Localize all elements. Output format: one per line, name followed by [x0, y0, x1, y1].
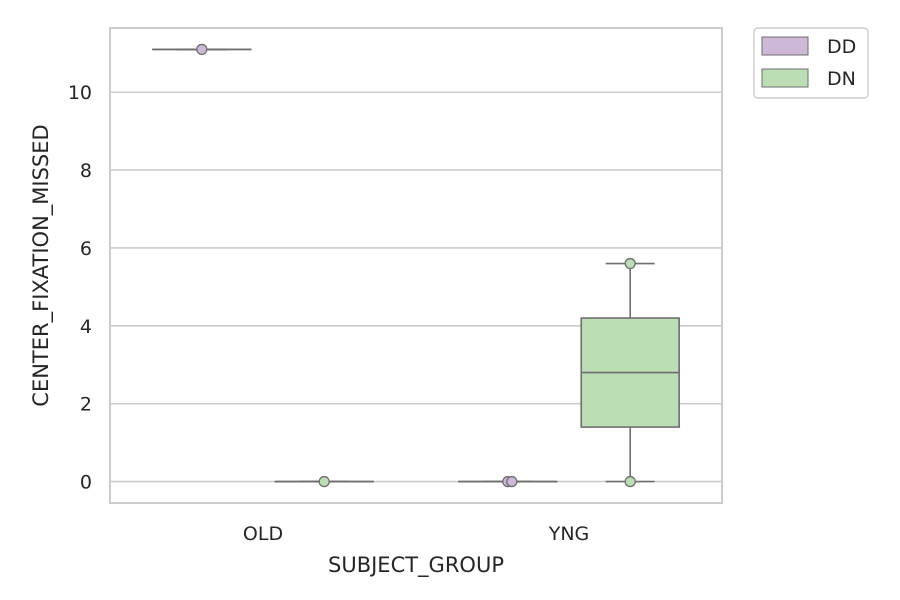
x-axis-ticks: OLD YNG — [243, 523, 589, 545]
y-axis-title: CENTER_FIXATION_MISSED — [29, 124, 54, 406]
outlier-dn-yng-0 — [624, 257, 636, 270]
box-dn-yng — [580, 257, 680, 488]
x-tick-label-yng: YNG — [548, 523, 590, 545]
outlier-dd-yng-1 — [506, 475, 518, 488]
y-tick-label-0: 0 — [80, 472, 92, 494]
outlier-dn-yng-1 — [624, 475, 636, 488]
legend-swatch-dn — [761, 68, 809, 88]
legend-label-dn: DN — [827, 68, 856, 90]
y-tick-label-8: 8 — [80, 160, 92, 182]
y-tick-label-2: 2 — [80, 394, 92, 416]
plot-frame — [109, 27, 723, 504]
box-dd-yng — [458, 475, 558, 488]
y-axis-ticks: 0 2 4 6 8 10 — [68, 82, 92, 493]
box-dn-old — [274, 475, 374, 488]
outlier-dd-old-0 — [196, 43, 208, 56]
legend-swatch-dd — [761, 36, 809, 56]
y-tick-label-10: 10 — [68, 82, 92, 104]
outlier-dn-old-0 — [318, 475, 330, 488]
legend: DD DN — [753, 27, 869, 99]
box-plot-marks — [152, 43, 680, 488]
x-axis-title: SUBJECT_GROUP — [328, 553, 504, 578]
legend-label-dd: DD — [827, 36, 856, 58]
y-tick-label-6: 6 — [80, 238, 92, 260]
y-tick-label-4: 4 — [80, 316, 92, 338]
x-tick-label-old: OLD — [243, 523, 283, 545]
box-dd-old — [152, 43, 252, 56]
